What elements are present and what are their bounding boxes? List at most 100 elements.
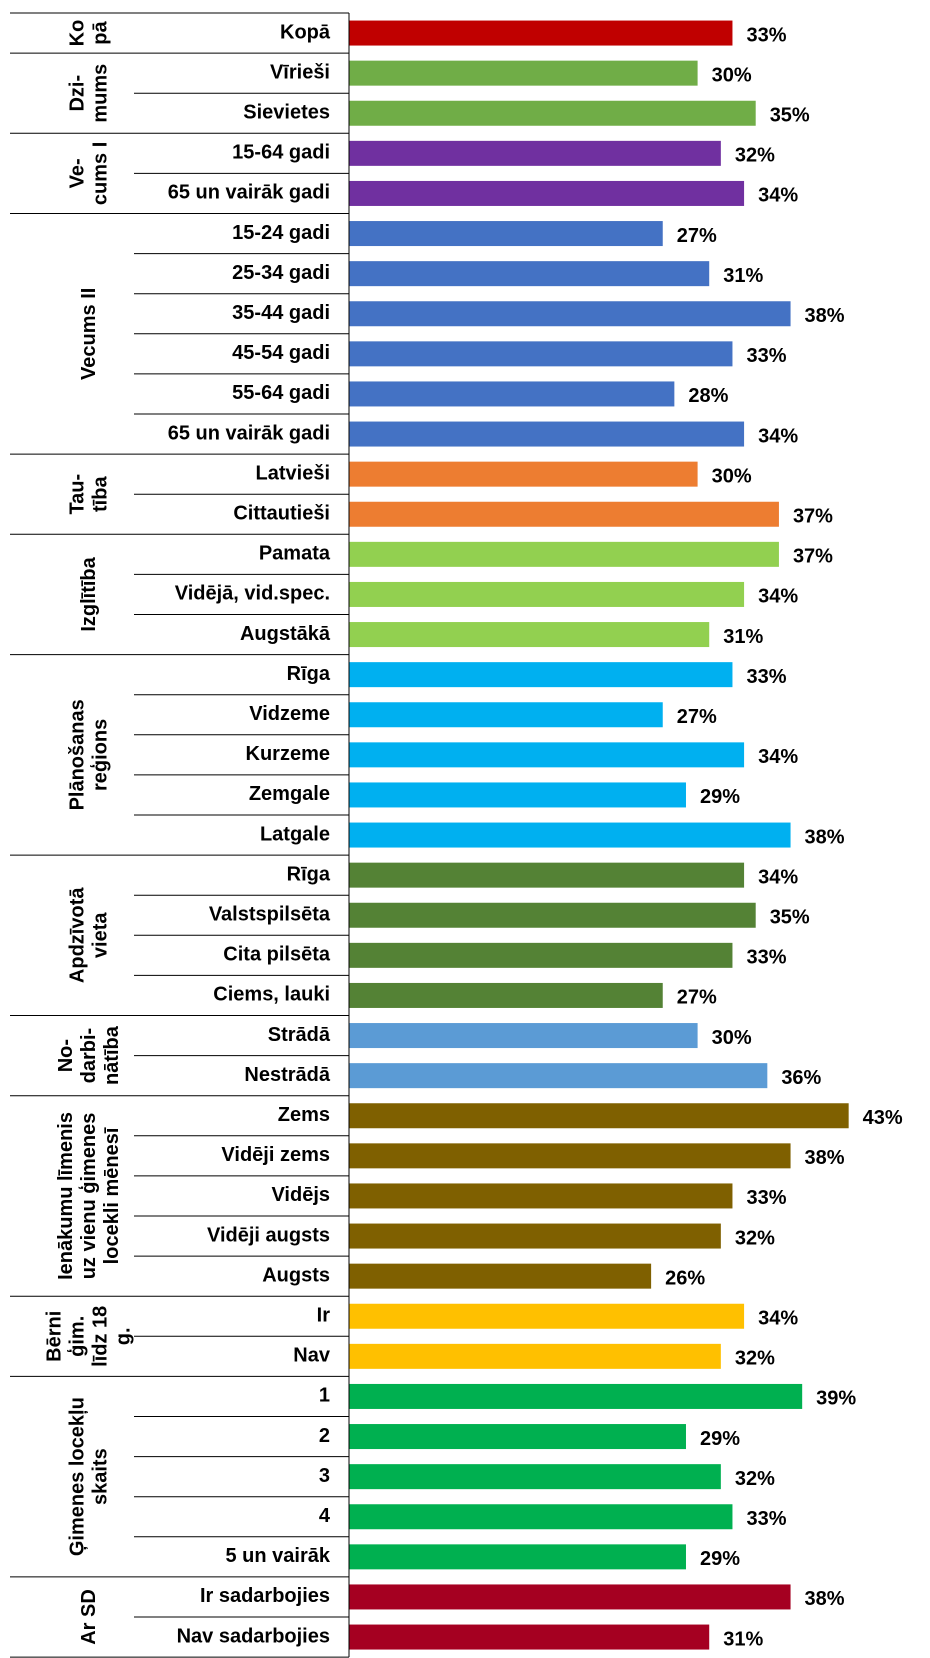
bar [349, 1624, 710, 1650]
value-label: 34% [758, 185, 798, 207]
group-label: Vecums II [78, 288, 100, 380]
bar [349, 1103, 849, 1129]
category-label: Vidējā, vid.spec. [175, 583, 330, 605]
category-label: 65 un vairāk gadi [168, 422, 330, 444]
category-label: Zems [278, 1104, 330, 1126]
group-label-line: mums [90, 64, 112, 123]
value-label: 33% [746, 1187, 786, 1209]
category-label: Vīrieši [270, 61, 330, 83]
value-label: 32% [735, 1348, 775, 1370]
bar [349, 862, 745, 888]
bar [349, 1143, 791, 1169]
bar [349, 822, 791, 848]
bar [349, 140, 721, 166]
value-label: 38% [805, 1147, 845, 1169]
value-label: 31% [723, 626, 763, 648]
group-label-line: Ģimenes locekļu [67, 1397, 89, 1556]
category-label: Latvieši [256, 462, 330, 484]
group-label-line: Plānošanas [67, 699, 89, 810]
group-label-line: līdz 18 [90, 1306, 112, 1367]
bar [349, 1464, 721, 1490]
category-label: 1 [319, 1385, 330, 1407]
group-label-line: vieta [90, 912, 112, 958]
category-label: 4 [319, 1505, 331, 1527]
category-label: 25-34 gadi [232, 262, 330, 284]
bar [349, 541, 779, 567]
value-label: 34% [758, 1308, 798, 1330]
value-label: 37% [793, 546, 833, 568]
category-label: Ir [317, 1305, 331, 1327]
value-label: 33% [746, 345, 786, 367]
value-label: 33% [746, 666, 786, 688]
value-label: 32% [735, 1227, 775, 1249]
value-label: 33% [746, 947, 786, 969]
category-label: Cittautieši [233, 503, 330, 525]
group-label-line: skaits [90, 1448, 112, 1505]
bar [349, 662, 733, 688]
category-label: Ciems, lauki [213, 984, 330, 1006]
bar [349, 742, 745, 768]
value-label: 33% [746, 24, 786, 46]
category-label: Vidzeme [249, 703, 330, 725]
group-label: No-darbi-nātība [55, 1025, 123, 1085]
value-label: 35% [770, 907, 810, 929]
category-label: 3 [319, 1465, 330, 1487]
value-label: 31% [723, 265, 763, 287]
group-label-line: locekli mēnesī [101, 1127, 123, 1264]
bar [349, 20, 733, 46]
category-label: Kopā [280, 21, 331, 43]
category-label: Rīga [287, 663, 331, 685]
bar [349, 1063, 768, 1089]
value-label: 32% [735, 145, 775, 167]
category-label: Rīga [287, 863, 331, 885]
bar [349, 1303, 745, 1329]
category-label: Latgale [260, 823, 330, 845]
group-label: Kopā [67, 20, 112, 47]
category-label: Nestrādā [244, 1064, 330, 1086]
category-label: Cita pilsēta [223, 944, 331, 966]
bar [349, 1584, 791, 1610]
category-label: Vidēji augsts [207, 1224, 330, 1246]
bar [349, 1504, 733, 1530]
group-label: Izglītība [78, 556, 100, 631]
category-label: Ir sadarbojies [200, 1585, 330, 1607]
group-label-line: Dzi- [67, 75, 89, 112]
category-label: Nav sadarbojies [177, 1625, 330, 1647]
value-label: 30% [712, 465, 752, 487]
value-label: 38% [805, 1588, 845, 1610]
category-label: 5 un vairāk [225, 1545, 330, 1567]
bar [349, 982, 663, 1008]
value-label: 31% [723, 1628, 763, 1650]
bar [349, 1383, 803, 1409]
bar [349, 261, 710, 287]
category-label: 55-64 gadi [232, 382, 330, 404]
bar [349, 1263, 652, 1289]
group-label-line: nātība [101, 1025, 123, 1085]
bar [349, 60, 698, 86]
category-label: Kurzeme [246, 743, 330, 765]
bar [349, 782, 686, 808]
value-label: 30% [712, 1027, 752, 1049]
group-label-line: g. [113, 1327, 135, 1345]
bar [349, 1183, 733, 1209]
category-label: Sievietes [243, 102, 330, 124]
bar [349, 341, 733, 367]
value-label: 27% [677, 225, 717, 247]
value-label: 37% [793, 506, 833, 528]
group-label-line: Apdzīvotā [67, 887, 89, 983]
bar [349, 1023, 698, 1049]
category-label: Strādā [268, 1024, 331, 1046]
group-label: Ar SD [78, 1589, 100, 1645]
value-label: 27% [677, 706, 717, 728]
value-label: 30% [712, 64, 752, 86]
value-label: 34% [758, 425, 798, 447]
bar [349, 1223, 721, 1249]
category-label: 35-44 gadi [232, 302, 330, 324]
group-label-line: Izglītība [78, 556, 100, 631]
group-label: Ģimenes locekļuskaits [67, 1397, 112, 1556]
group-label-line: Bērni [44, 1311, 66, 1362]
group-label-line: darbi- [78, 1028, 100, 1084]
bar [349, 581, 745, 607]
